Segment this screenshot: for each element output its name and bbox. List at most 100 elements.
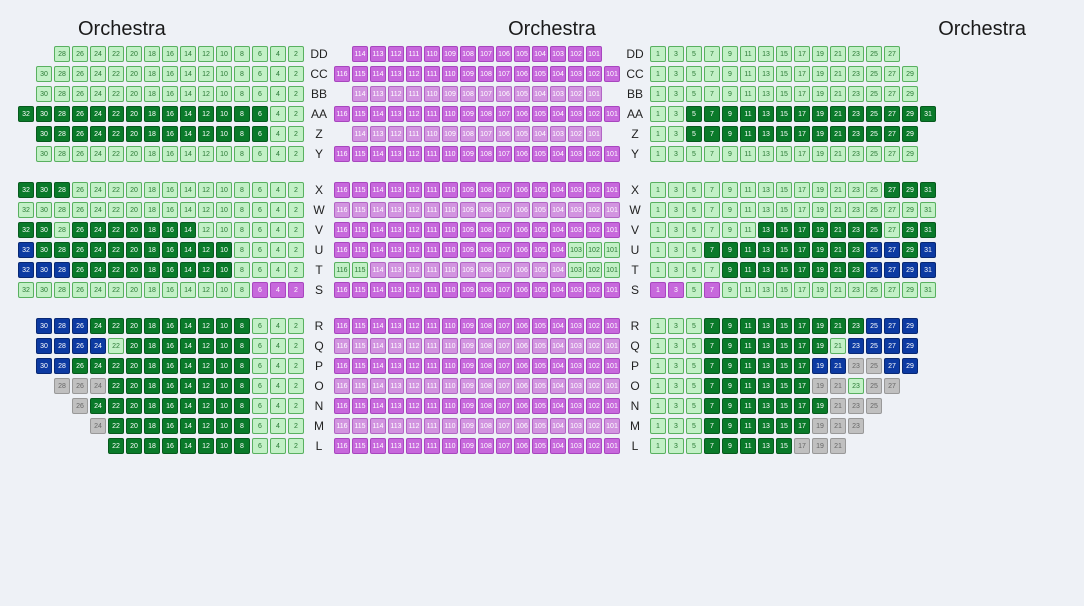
seat[interactable]: 5: [686, 438, 702, 454]
seat[interactable]: 3: [668, 262, 684, 278]
seat[interactable]: 108: [478, 222, 494, 238]
seat[interactable]: 1: [650, 318, 666, 334]
seat[interactable]: 30: [36, 282, 52, 298]
seat[interactable]: 110: [424, 46, 440, 62]
seat[interactable]: 16: [162, 182, 178, 198]
seat[interactable]: 101: [604, 358, 620, 374]
seat[interactable]: 110: [442, 358, 458, 374]
seat[interactable]: 24: [90, 378, 106, 394]
seat[interactable]: 102: [568, 126, 584, 142]
seat[interactable]: 15: [776, 418, 792, 434]
seat[interactable]: 29: [902, 202, 918, 218]
seat[interactable]: 4: [270, 106, 286, 122]
seat[interactable]: 106: [514, 202, 530, 218]
seat[interactable]: 105: [532, 318, 548, 334]
seat[interactable]: 32: [18, 202, 34, 218]
seat[interactable]: 3: [668, 398, 684, 414]
seat[interactable]: 113: [388, 242, 404, 258]
seat[interactable]: 11: [740, 378, 756, 394]
seat[interactable]: 30: [36, 126, 52, 142]
seat[interactable]: 16: [162, 318, 178, 334]
seat[interactable]: 106: [514, 222, 530, 238]
seat[interactable]: 13: [758, 398, 774, 414]
seat[interactable]: 18: [144, 378, 160, 394]
seat[interactable]: 115: [352, 358, 368, 374]
seat[interactable]: 104: [550, 106, 566, 122]
seat[interactable]: 110: [442, 438, 458, 454]
seat[interactable]: 106: [514, 182, 530, 198]
seat[interactable]: 10: [216, 86, 232, 102]
seat[interactable]: 30: [36, 202, 52, 218]
seat[interactable]: 3: [668, 106, 684, 122]
seat[interactable]: 23: [848, 418, 864, 434]
seat[interactable]: 114: [370, 418, 386, 434]
seat[interactable]: 14: [180, 262, 196, 278]
seat[interactable]: 101: [604, 398, 620, 414]
seat[interactable]: 25: [866, 318, 882, 334]
seat[interactable]: 15: [776, 242, 792, 258]
seat[interactable]: 2: [288, 262, 304, 278]
seat[interactable]: 13: [758, 418, 774, 434]
seat[interactable]: 108: [478, 398, 494, 414]
seat[interactable]: 109: [460, 222, 476, 238]
seat[interactable]: 112: [406, 398, 422, 414]
seat[interactable]: 116: [334, 242, 350, 258]
seat[interactable]: 18: [144, 358, 160, 374]
seat[interactable]: 2: [288, 182, 304, 198]
seat[interactable]: 101: [604, 182, 620, 198]
seat[interactable]: 110: [442, 262, 458, 278]
seat[interactable]: 12: [198, 202, 214, 218]
seat[interactable]: 17: [794, 182, 810, 198]
seat[interactable]: 3: [668, 242, 684, 258]
seat[interactable]: 22: [108, 398, 124, 414]
seat[interactable]: 112: [406, 146, 422, 162]
seat[interactable]: 2: [288, 126, 304, 142]
seat[interactable]: 108: [478, 282, 494, 298]
seat[interactable]: 114: [370, 202, 386, 218]
seat[interactable]: 24: [90, 282, 106, 298]
seat[interactable]: 24: [90, 86, 106, 102]
seat[interactable]: 1: [650, 418, 666, 434]
seat[interactable]: 111: [406, 126, 422, 142]
seat[interactable]: 4: [270, 262, 286, 278]
seat[interactable]: 111: [424, 262, 440, 278]
seat[interactable]: 102: [586, 66, 602, 82]
seat[interactable]: 15: [776, 46, 792, 62]
seat[interactable]: 22: [108, 318, 124, 334]
seat[interactable]: 115: [352, 438, 368, 454]
seat[interactable]: 105: [532, 378, 548, 394]
seat[interactable]: 18: [144, 438, 160, 454]
seat[interactable]: 16: [162, 202, 178, 218]
seat[interactable]: 21: [830, 318, 846, 334]
seat[interactable]: 110: [424, 126, 440, 142]
seat[interactable]: 24: [90, 358, 106, 374]
seat[interactable]: 29: [902, 106, 918, 122]
seat[interactable]: 5: [686, 338, 702, 354]
seat[interactable]: 4: [270, 418, 286, 434]
seat[interactable]: 1: [650, 338, 666, 354]
seat[interactable]: 5: [686, 418, 702, 434]
seat[interactable]: 24: [90, 146, 106, 162]
seat[interactable]: 29: [902, 222, 918, 238]
seat[interactable]: 16: [162, 358, 178, 374]
seat[interactable]: 6: [252, 46, 268, 62]
seat[interactable]: 12: [198, 106, 214, 122]
seat[interactable]: 103: [568, 66, 584, 82]
seat[interactable]: 109: [460, 418, 476, 434]
seat[interactable]: 18: [144, 262, 160, 278]
seat[interactable]: 109: [460, 398, 476, 414]
seat[interactable]: 101: [604, 262, 620, 278]
seat[interactable]: 116: [334, 438, 350, 454]
seat[interactable]: 27: [884, 46, 900, 62]
seat[interactable]: 19: [812, 418, 828, 434]
seat[interactable]: 27: [884, 282, 900, 298]
seat[interactable]: 27: [884, 338, 900, 354]
seat[interactable]: 113: [388, 318, 404, 334]
seat[interactable]: 23: [848, 202, 864, 218]
seat[interactable]: 25: [866, 222, 882, 238]
seat[interactable]: 110: [442, 202, 458, 218]
seat[interactable]: 103: [550, 46, 566, 62]
seat[interactable]: 23: [848, 358, 864, 374]
seat[interactable]: 115: [352, 66, 368, 82]
seat[interactable]: 9: [722, 202, 738, 218]
